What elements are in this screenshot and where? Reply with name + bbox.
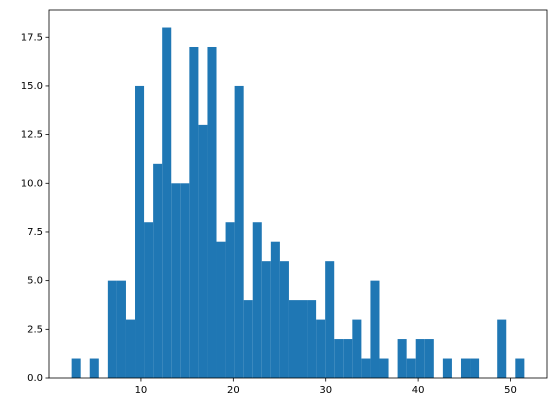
bar: [460, 358, 471, 378]
bar: [189, 46, 199, 378]
bar: [234, 85, 244, 378]
x-tick-label: 30: [319, 385, 332, 396]
bar: [207, 46, 217, 378]
bar: [180, 183, 190, 378]
bar: [270, 241, 280, 378]
y-tick-label: 0.0: [27, 373, 43, 384]
bar: [361, 358, 371, 378]
bar: [442, 358, 452, 378]
bar: [162, 27, 172, 379]
bar: [470, 358, 480, 378]
bar: [135, 85, 145, 378]
bar: [406, 358, 416, 378]
bar: [379, 358, 389, 378]
x-tick-label: 20: [227, 385, 240, 396]
y-tick-label: 12.5: [21, 130, 43, 141]
bar: [325, 261, 335, 378]
bar: [279, 261, 289, 378]
bar: [288, 300, 298, 378]
bar: [298, 300, 308, 378]
bar: [252, 222, 262, 378]
bar: [316, 319, 326, 378]
bar: [370, 280, 380, 378]
bar: [89, 358, 99, 378]
bar: [497, 319, 507, 378]
y-tick-label: 15.0: [21, 81, 43, 92]
bar: [116, 280, 126, 378]
bar: [424, 339, 434, 378]
bar: [334, 339, 344, 378]
bar: [261, 261, 271, 378]
bar: [107, 280, 117, 378]
bar: [125, 319, 136, 378]
bar: [243, 300, 253, 378]
bar: [198, 124, 208, 379]
bar: [71, 358, 81, 378]
y-tick-label: 7.5: [27, 227, 43, 238]
y-tick-label: 17.5: [21, 32, 43, 43]
bar: [352, 319, 362, 378]
x-tick-label: 50: [504, 385, 517, 396]
y-tick-label: 10.0: [21, 178, 43, 189]
bar: [171, 183, 181, 378]
bar: [225, 222, 235, 378]
bar: [515, 358, 525, 378]
bar: [343, 339, 353, 378]
axes-frame: [48, 9, 548, 379]
bar: [216, 241, 226, 378]
bar: [153, 163, 163, 378]
bar: [144, 222, 154, 378]
bar: [307, 300, 317, 378]
y-tick-label: 2.5: [27, 324, 43, 335]
x-tick-label: 10: [135, 385, 148, 396]
x-tick-label: 40: [412, 385, 425, 396]
y-tick-label: 5.0: [27, 276, 43, 287]
bar: [397, 339, 407, 378]
bar: [415, 339, 425, 378]
